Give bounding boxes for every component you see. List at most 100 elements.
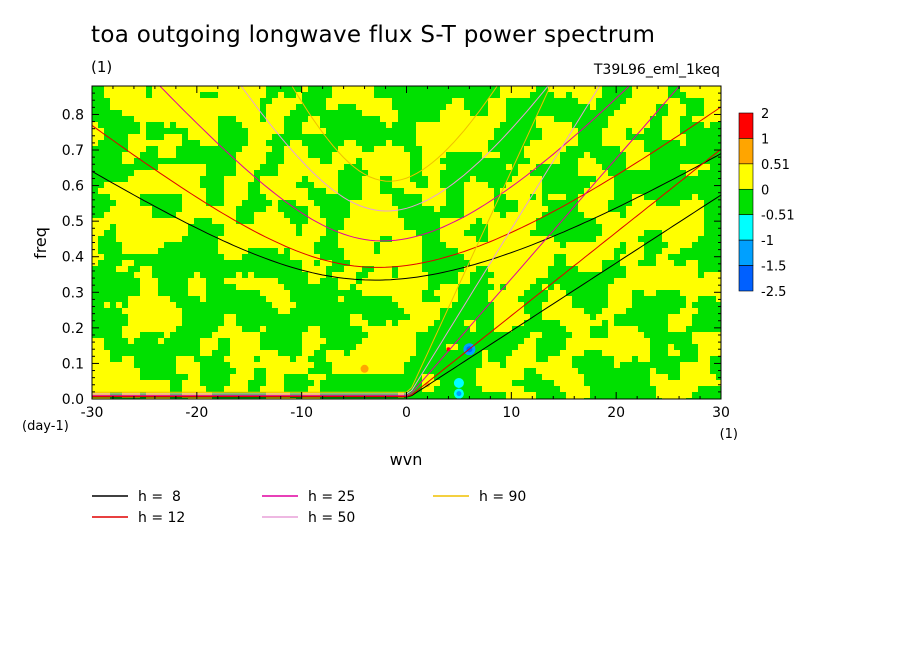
field-negative-patch [266, 152, 284, 158]
field-negative-patch [632, 296, 686, 302]
field-negative-patch [314, 248, 344, 254]
field-negative-patch [290, 290, 362, 296]
field-negative-patch [140, 368, 176, 374]
field-negative-patch [206, 200, 224, 206]
field-negative-patch [710, 164, 721, 170]
field-negative-patch [236, 212, 254, 218]
field-negative-patch [626, 308, 680, 314]
field-negative-patch [422, 296, 440, 302]
field-negative-patch [92, 110, 122, 116]
colorbar-swatch [738, 163, 754, 190]
field-negative-patch [536, 278, 614, 284]
field-negative-patch [536, 338, 566, 344]
field-negative-patch [188, 224, 224, 230]
field-negative-patch [614, 188, 721, 194]
field-negative-patch [440, 206, 464, 212]
field-negative-patch [392, 122, 416, 128]
field-negative-patch [410, 164, 422, 170]
colorbar-swatch [738, 214, 754, 241]
field-negative-patch [326, 218, 344, 224]
field-negative-patch [536, 350, 560, 356]
field-negative-patch [578, 134, 602, 140]
field-negative-patch [488, 146, 524, 152]
field-negative-patch [596, 104, 620, 110]
field-negative-patch [248, 188, 260, 194]
field-negative-patch [140, 332, 164, 338]
field-negative-patch [128, 266, 140, 272]
field-negative-patch [602, 164, 626, 170]
field-negative-patch [260, 98, 272, 104]
legend-label: h = 50 [308, 510, 355, 526]
field-negative-patch [656, 290, 680, 296]
field-negative-patch [200, 362, 230, 368]
colorbar-swatch [738, 138, 754, 165]
field-negative-patch [236, 218, 254, 224]
field-spot [456, 391, 462, 397]
field-negative-patch [374, 248, 380, 254]
field-negative-patch [278, 278, 308, 284]
field-negative-patch [422, 236, 440, 242]
field-negative-patch [356, 158, 362, 164]
field-negative-patch [494, 200, 518, 206]
chart-title: toa outgoing longwave flux S-T power spe… [91, 22, 656, 48]
field-negative-patch [422, 260, 470, 266]
field-negative-patch [668, 374, 680, 380]
field-negative-patch [656, 110, 668, 116]
field-negative-patch [362, 146, 374, 152]
field-negative-patch [218, 128, 248, 134]
field-negative-patch [422, 254, 464, 260]
field-negative-patch [344, 164, 362, 170]
field-negative-patch [644, 128, 662, 134]
field-negative-patch [92, 98, 110, 104]
field-negative-patch [92, 158, 122, 164]
field-spot [453, 377, 464, 388]
field-negative-patch [200, 374, 230, 380]
field-negative-patch [584, 374, 650, 380]
field-negative-patch [428, 326, 470, 332]
field-negative-patch [548, 272, 626, 278]
field-negative-patch [536, 356, 548, 362]
field-negative-patch [578, 368, 650, 374]
colorbar-label: -2.5 [761, 285, 786, 300]
spectrum-field [92, 86, 721, 399]
field-negative-patch [650, 350, 668, 356]
field-negative-patch [302, 92, 332, 98]
field-negative-patch [398, 206, 434, 212]
field-negative-patch [614, 254, 620, 260]
field-negative-patch [140, 374, 188, 380]
field-negative-patch [590, 386, 656, 392]
field-negative-patch [542, 212, 584, 218]
field-negative-patch [440, 158, 530, 164]
field-negative-patch [326, 224, 344, 230]
colorbar-swatch [738, 239, 754, 266]
field-negative-patch [530, 170, 578, 176]
legend-label: h = 8 [138, 489, 181, 505]
field-negative-patch [572, 356, 614, 362]
field-negative-patch [296, 230, 302, 236]
field-negative-patch [320, 380, 422, 386]
field-negative-patch [374, 92, 500, 98]
field-negative-patch [410, 152, 422, 158]
field-negative-patch [320, 122, 386, 128]
field-negative-patch [236, 314, 350, 320]
field-negative-patch [218, 122, 242, 128]
field-negative-patch [476, 266, 488, 272]
field-negative-patch [362, 266, 374, 272]
colorbar-label: -0.51 [761, 209, 795, 224]
field-negative-patch [170, 332, 212, 338]
field-negative-patch [218, 338, 230, 344]
field-negative-patch [494, 194, 506, 200]
field-negative-patch [320, 236, 338, 242]
field-negative-patch [392, 98, 452, 104]
field-negative-patch [92, 92, 104, 98]
field-negative-patch [344, 296, 392, 302]
field-negative-patch [392, 194, 422, 200]
field-negative-patch [446, 164, 506, 170]
field-negative-patch [524, 290, 548, 296]
field-negative-patch [704, 206, 721, 212]
legend: h = 8 h = 12 h = 25 h = 50 h = 90 [92, 489, 526, 526]
field-negative-patch [530, 230, 602, 236]
field-negative-patch [92, 314, 128, 320]
field-negative-patch [428, 278, 458, 284]
